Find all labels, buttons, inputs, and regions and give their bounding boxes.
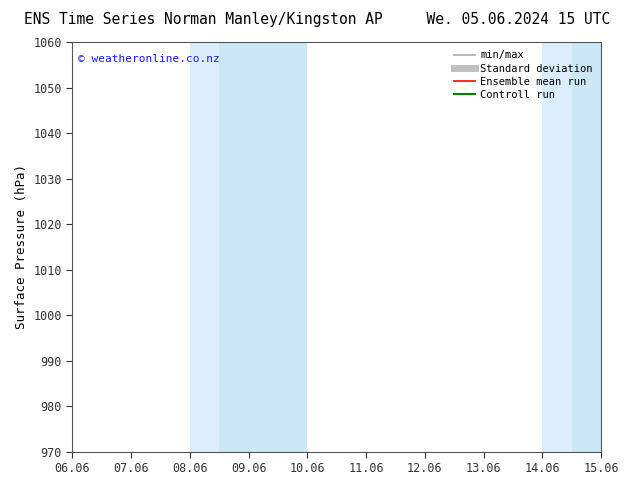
Bar (190, 42, 219, 452)
Bar (219, 42, 307, 452)
Bar (543, 42, 572, 452)
Bar (572, 42, 601, 452)
Y-axis label: Surface Pressure (hPa): Surface Pressure (hPa) (15, 164, 28, 329)
Text: ENS Time Series Norman Manley/Kingston AP     We. 05.06.2024 15 UTC: ENS Time Series Norman Manley/Kingston A… (24, 12, 610, 27)
Text: © weatheronline.co.nz: © weatheronline.co.nz (78, 54, 219, 64)
Legend: min/max, Standard deviation, Ensemble mean run, Controll run: min/max, Standard deviation, Ensemble me… (451, 47, 596, 103)
